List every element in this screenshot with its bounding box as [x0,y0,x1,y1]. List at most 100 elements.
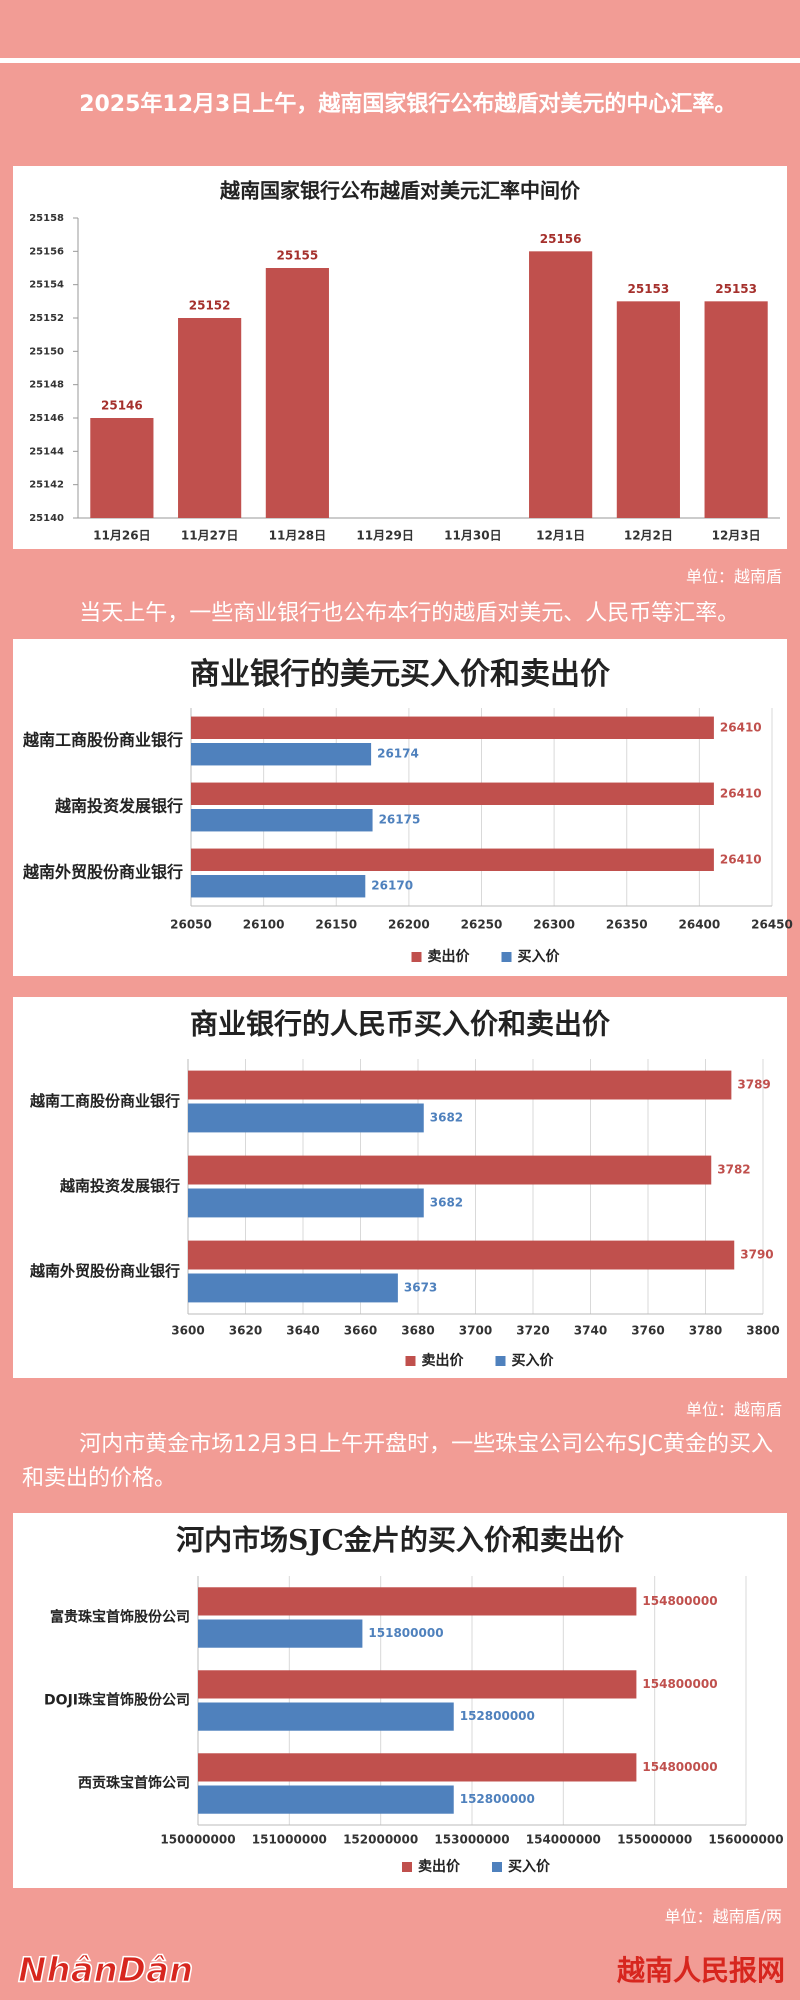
x-tick-label: 11月26日 [93,529,150,543]
data-label: 26170 [371,879,413,893]
unit: 单位：越南盾 [685,1400,782,1419]
chart-title: 商业银行的人民币买入价和卖出价 [190,1008,611,1041]
paragraph: 河内市黄金市场12月3日上午开盘时，一些珠宝公司公布SJC黄金的买入和卖出的价格… [22,1432,773,1491]
unit: 单位：越南盾/两 [664,1907,782,1926]
data-label: 3790 [740,1248,773,1262]
x-tick-label: 156000000 [708,1833,783,1847]
legend-label: 买入价 [512,1353,555,1369]
x-tick-label: 3700 [459,1324,492,1338]
site-name: 越南人民报网 [617,1954,785,1987]
bar [191,875,366,898]
legend-label: 买入价 [508,1859,551,1875]
bar [188,1155,712,1185]
data-label: 3789 [737,1078,770,1092]
y-tick-label: 越南投资发展银行 [59,1177,180,1195]
x-tick-label: 3800 [746,1324,779,1338]
data-label: 3782 [717,1163,750,1177]
x-tick-label: 3780 [689,1324,722,1338]
x-tick-label: 3640 [286,1324,319,1338]
y-tick-label: 越南外贸股份商业银行 [29,1262,180,1280]
bar [188,1188,424,1218]
y-tick-label: 西贡珠宝首饰公司 [78,1775,190,1792]
x-tick-label: 26450 [751,918,793,932]
x-tick-label: 3740 [574,1324,607,1338]
y-tick-label: 25156 [29,246,64,257]
legend-swatch [411,952,422,962]
y-tick-label: 越南投资发展银行 [54,797,183,816]
y-tick-label: 25158 [29,213,64,224]
x-tick-label: 26300 [533,918,575,932]
data-label: 26174 [377,747,419,761]
legend-swatch [402,1862,412,1872]
bar [529,251,593,519]
bar [191,782,714,805]
legend-label: 买入价 [518,949,561,965]
chart-title: 越南国家银行公布越盾对美元汇率中间价 [219,179,581,203]
x-tick-label: 153000000 [434,1833,509,1847]
x-tick-label: 11月29日 [356,529,413,543]
chart-title: 河内市场SJC金片的买入价和卖出价 [176,1524,625,1557]
bar [198,1785,454,1814]
x-tick-label: 155000000 [617,1833,692,1847]
x-tick-label: 151000000 [252,1833,327,1847]
x-tick-label: 3620 [229,1324,262,1338]
x-tick-label: 26150 [315,918,357,932]
bar [198,1670,637,1699]
y-tick-label: 25150 [29,346,64,357]
x-tick-label: 154000000 [526,1833,601,1847]
x-tick-label: 26050 [170,918,212,932]
y-tick-label: 25146 [29,413,64,424]
bar [191,848,714,871]
y-tick-label: 25152 [29,313,64,324]
bar [198,1753,637,1782]
y-tick-label: DOJI珠宝首饰股份公司 [44,1692,190,1709]
paragraph: 2025年12月3日上午，越南国家银行公布越盾对美元的中心汇率。 [79,92,737,117]
bar [198,1619,363,1648]
data-label: 3682 [430,1110,463,1124]
chart-title: 商业银行的美元买入价和卖出价 [190,657,610,692]
x-tick-label: 3760 [631,1324,664,1338]
x-tick-label: 12月2日 [624,529,673,543]
y-tick-label: 富贵珠宝首饰股份公司 [50,1609,190,1626]
x-tick-label: 11月30日 [444,529,501,543]
legend-label: 卖出价 [418,1858,461,1875]
x-tick-label: 3600 [171,1324,204,1338]
x-tick-label: 11月28日 [269,529,326,543]
chart-panel [13,639,787,976]
bar [90,418,154,518]
x-tick-label: 3720 [516,1324,549,1338]
data-label: 25152 [189,299,231,313]
data-label: 25146 [101,399,143,413]
x-tick-label: 152000000 [343,1833,418,1847]
data-label: 154800000 [642,1677,717,1691]
bar [198,1587,637,1616]
y-tick-label: 25148 [29,380,64,391]
unit: 单位：越南盾 [685,567,782,586]
x-tick-label: 26200 [388,918,430,932]
logo: NhânDân [18,1951,193,1991]
bar [616,301,680,518]
data-label: 25155 [277,249,319,263]
data-label: 3682 [430,1195,463,1209]
data-label: 154800000 [642,1594,717,1608]
legend-label: 卖出价 [422,1352,465,1369]
bar [188,1070,732,1100]
x-tick-label: 26350 [606,918,648,932]
paragraph: 当天上午，一些商业银行也公布本行的越盾对美元、人民币等汇率。 [79,601,740,626]
data-label: 26175 [379,813,421,827]
legend-swatch [405,1356,416,1366]
data-label: 152800000 [460,1792,535,1806]
data-label: 25156 [540,232,582,246]
data-label: 151800000 [368,1626,443,1640]
x-tick-label: 11月27日 [181,529,238,543]
bar [178,318,242,518]
data-label: 25153 [715,282,757,296]
legend-swatch [495,1356,506,1366]
data-label: 26410 [720,720,762,734]
x-tick-label: 12月3日 [712,529,761,543]
bar [191,743,372,766]
x-tick-label: 26250 [461,918,503,932]
y-tick-label: 越南工商股份商业银行 [29,1092,180,1110]
